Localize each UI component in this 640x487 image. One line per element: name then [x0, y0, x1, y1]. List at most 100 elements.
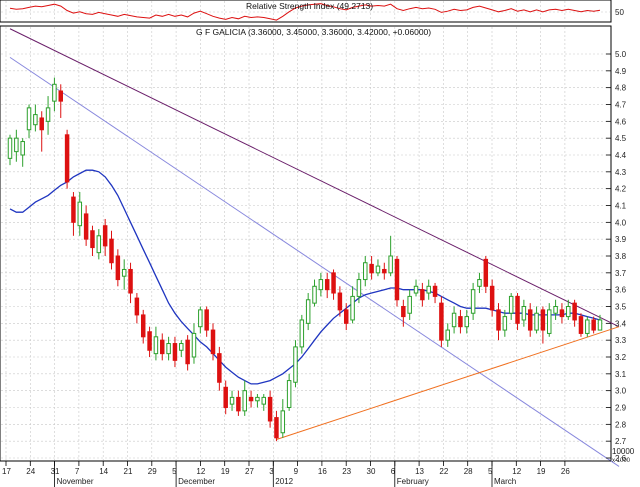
candle — [109, 230, 114, 270]
candle-body — [356, 279, 362, 297]
candle-body — [77, 201, 83, 227]
candle-body — [534, 312, 539, 331]
candle-body — [185, 339, 190, 365]
y-tick-label: 3.7 — [615, 269, 627, 278]
x-day-label: 29 — [148, 467, 157, 476]
candle-body — [255, 396, 260, 402]
candle-body — [236, 396, 241, 412]
candle-body — [451, 312, 457, 328]
x-month-label: March — [494, 477, 516, 486]
candle — [318, 272, 324, 297]
candle-body — [229, 396, 235, 405]
candle-body — [39, 117, 44, 131]
candle — [432, 282, 438, 304]
candle — [255, 394, 260, 408]
x-month-label: December — [178, 477, 215, 486]
candle — [566, 299, 571, 320]
candle-body — [64, 134, 70, 183]
candle — [134, 293, 140, 324]
candle — [324, 272, 330, 299]
candle-body — [318, 279, 324, 291]
candle — [445, 323, 450, 347]
candle — [540, 306, 546, 344]
candle-body — [426, 285, 431, 294]
candle — [388, 235, 393, 277]
candle-body — [160, 339, 165, 355]
candle — [14, 129, 19, 162]
x-day-label: 5 — [488, 467, 493, 476]
candle — [299, 314, 305, 354]
candle — [198, 306, 203, 334]
candle — [375, 259, 381, 277]
y-tick-label: 5.0 — [615, 50, 627, 59]
candle-body — [305, 299, 311, 324]
candle — [26, 104, 32, 139]
candle — [185, 335, 190, 371]
candle — [470, 282, 476, 320]
trendlines — [9, 28, 620, 467]
x-day-label: 23 — [342, 467, 351, 476]
candle — [305, 293, 311, 331]
candle-body — [121, 268, 127, 277]
candle-body — [508, 295, 514, 314]
candle — [331, 269, 336, 300]
candle-body — [470, 289, 476, 314]
candle — [356, 272, 362, 304]
candle-body — [83, 213, 89, 240]
candle-body — [363, 262, 368, 281]
rsi-panel: Relative Strength Index (49.2713) 50 — [0, 0, 624, 23]
moving-average-line — [9, 169, 601, 385]
candle-body — [527, 309, 533, 331]
x-day-ticks: 17 24 31 7 14 21 29 5 12 19 27 3 9 16 23 30 6 13 22 28 5 12 19… — [2, 461, 570, 476]
candle — [58, 84, 63, 118]
candle-body — [401, 306, 406, 318]
candle-body — [375, 265, 381, 274]
candle-body — [115, 255, 121, 281]
candle — [242, 380, 247, 416]
x-day-label: 17 — [2, 467, 11, 476]
y-tick-label: 2.6 — [615, 454, 627, 463]
candle-body — [109, 238, 114, 264]
candle — [363, 256, 368, 287]
candle-body — [191, 332, 197, 358]
candle — [407, 289, 412, 320]
candle — [382, 262, 387, 280]
candle — [464, 309, 470, 334]
volume-scale-label: 10000 — [612, 447, 635, 456]
candle — [229, 390, 235, 411]
candle — [140, 309, 146, 344]
candle — [293, 340, 298, 388]
price-panel: G F GALICIA (3.36000, 3.45000, 3.36000, … — [0, 25, 635, 467]
y-tick-label: 4.4 — [615, 151, 627, 160]
y-tick-label: 3.5 — [615, 303, 627, 312]
candle-body — [223, 386, 228, 408]
candle — [477, 272, 482, 294]
candle — [90, 225, 95, 256]
y-tick-label: 3.0 — [615, 387, 627, 396]
x-month-label: 2012 — [275, 477, 293, 486]
rsi-line — [9, 3, 601, 21]
candle — [102, 218, 108, 256]
candle-body — [432, 285, 438, 297]
candle — [20, 138, 25, 167]
candle — [217, 346, 222, 391]
candle — [280, 399, 286, 438]
candle — [350, 286, 355, 324]
y-tick-label: 4.7 — [615, 101, 627, 110]
x-day-label: 12 — [512, 467, 521, 476]
candle-body — [483, 258, 489, 287]
candle-body — [458, 316, 463, 328]
x-day-label: 22 — [439, 467, 448, 476]
x-day-label: 16 — [318, 467, 327, 476]
candle-body — [553, 306, 558, 314]
candle — [96, 229, 102, 260]
x-day-label: 27 — [245, 467, 254, 476]
y-tick-label: 4.0 — [615, 218, 627, 227]
candle — [160, 333, 165, 361]
candle — [496, 303, 501, 341]
y-tick-label: 2.9 — [615, 404, 627, 413]
y-tick-label: 3.8 — [615, 252, 627, 261]
candle — [420, 282, 425, 307]
candle-body — [439, 302, 444, 341]
x-day-label: 12 — [196, 467, 205, 476]
